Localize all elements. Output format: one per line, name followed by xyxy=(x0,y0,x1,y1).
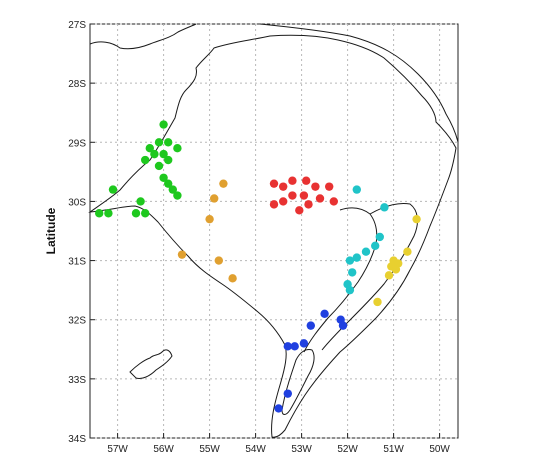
x-tick-label: 55W xyxy=(199,444,220,455)
station-point xyxy=(295,206,304,215)
north-border-river xyxy=(89,23,197,50)
station-point xyxy=(154,161,164,171)
y-tick-label: 32S xyxy=(68,316,86,327)
station-point xyxy=(384,271,394,280)
station-point xyxy=(329,197,338,206)
station-point xyxy=(380,203,389,212)
state-outline xyxy=(88,23,459,438)
station-point xyxy=(290,342,299,351)
station-point xyxy=(403,247,412,256)
station-point xyxy=(159,120,168,129)
station-point xyxy=(304,200,313,209)
station-point xyxy=(228,274,237,283)
station-point xyxy=(214,256,223,265)
station-point xyxy=(159,173,168,182)
station-point xyxy=(311,182,320,191)
station-point xyxy=(306,321,315,330)
station-point xyxy=(375,232,384,242)
station-point xyxy=(361,247,371,256)
y-tick-label: 29S xyxy=(68,138,86,149)
y-tick-label: 27S xyxy=(68,20,86,31)
station-group xyxy=(269,176,338,215)
station-point xyxy=(136,197,145,206)
station-point xyxy=(299,191,309,200)
station-point xyxy=(348,268,357,277)
y-tick-label: 33S xyxy=(68,375,86,386)
x-tick-label: 57W xyxy=(107,444,128,455)
station-point xyxy=(219,179,228,188)
station-point xyxy=(104,209,113,218)
station-point xyxy=(345,285,355,295)
station-point xyxy=(131,209,141,218)
station-point xyxy=(391,265,401,274)
station-point xyxy=(320,309,329,318)
station-point xyxy=(288,191,297,200)
y-tick-label: 31S xyxy=(68,257,86,268)
station-point xyxy=(274,404,283,413)
northeast-coast xyxy=(259,23,459,143)
station-point xyxy=(205,214,214,224)
station-point xyxy=(283,342,292,351)
station-point xyxy=(154,138,164,147)
station-point xyxy=(269,200,279,209)
mirim-lagoon xyxy=(281,349,315,415)
station-point xyxy=(95,209,104,218)
station-point xyxy=(315,194,325,203)
station-point xyxy=(338,321,348,330)
station-point xyxy=(159,149,168,159)
station-point xyxy=(288,176,297,185)
lagoon-coast xyxy=(303,207,378,353)
station-group xyxy=(373,214,421,307)
station-point xyxy=(141,155,150,165)
y-tick-label: 28S xyxy=(68,79,86,90)
y-tick-label: 34S xyxy=(68,434,86,445)
station-point xyxy=(345,256,355,265)
station-point xyxy=(150,149,159,159)
station-point xyxy=(352,185,361,194)
state-border xyxy=(88,34,457,438)
station-point xyxy=(269,179,279,188)
station-point xyxy=(173,191,182,200)
x-tick-label: 52W xyxy=(337,444,358,455)
x-tick-label: 50W xyxy=(429,444,450,455)
station-point xyxy=(177,250,187,259)
station-point xyxy=(173,144,182,153)
station-point xyxy=(141,209,150,218)
station-point xyxy=(371,241,380,250)
station-point xyxy=(145,144,154,153)
x-tick-label: 53W xyxy=(291,444,312,455)
x-tick-label: 51W xyxy=(383,444,404,455)
y-axis-label: Latitude xyxy=(44,207,58,254)
station-point xyxy=(373,297,382,307)
station-point xyxy=(352,253,361,262)
station-point xyxy=(279,197,288,206)
x-tick-label: 56W xyxy=(153,444,174,455)
y-tick-label: 30S xyxy=(68,197,86,208)
x-tick-label: 54W xyxy=(245,444,266,455)
small-lake xyxy=(129,349,173,379)
station-group xyxy=(177,179,237,283)
station-point xyxy=(164,138,173,147)
station-point xyxy=(302,176,311,185)
station-points xyxy=(95,120,421,413)
station-point xyxy=(164,155,173,165)
station-point xyxy=(412,214,421,224)
station-point xyxy=(108,185,118,194)
station-point xyxy=(283,389,292,398)
axis-ticks: 57W 56W 55W 54W 53W 52W 51W 50W 27S 28S 29S 30S 31S 3… xyxy=(68,20,450,455)
station-point xyxy=(279,182,288,191)
station-group xyxy=(343,185,389,295)
station-point xyxy=(325,182,334,191)
plot-frame xyxy=(89,23,459,439)
station-point xyxy=(164,179,173,188)
station-point xyxy=(210,194,219,203)
station-point xyxy=(299,339,309,348)
station-point xyxy=(168,185,177,194)
station-group xyxy=(95,120,182,218)
station-group xyxy=(274,309,348,413)
